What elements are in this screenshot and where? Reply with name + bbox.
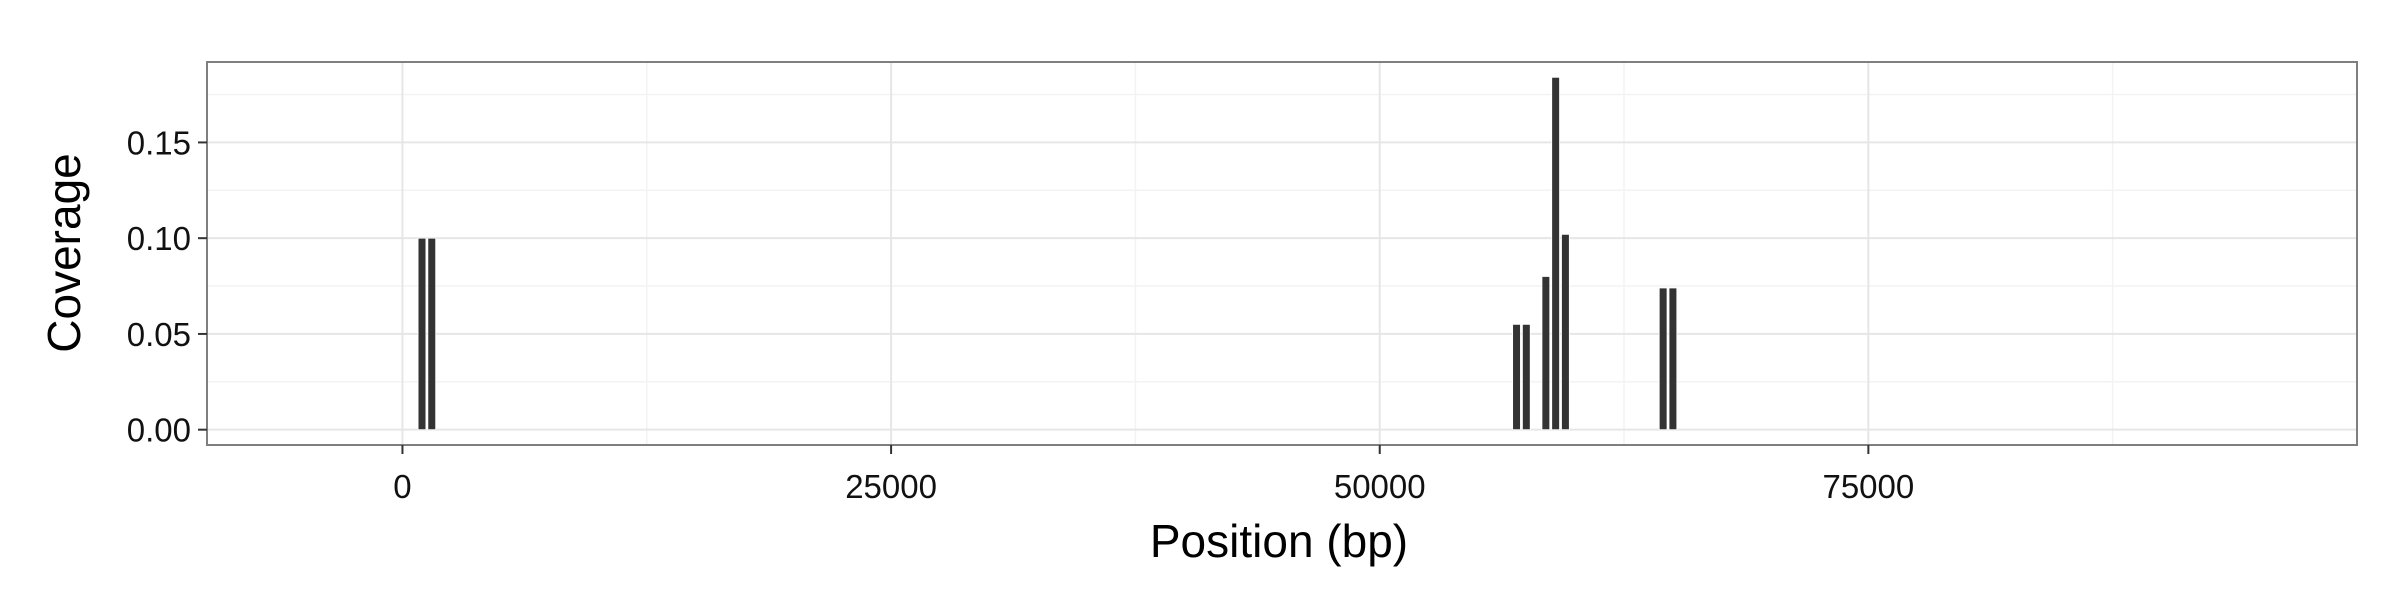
x-axis-title: Position (bp) <box>1150 515 1408 567</box>
x-tick-label: 75000 <box>1822 468 1914 505</box>
major-gridlines <box>207 62 2357 445</box>
x-axis-ticks: 0 25000 50000 75000 <box>393 445 1914 505</box>
panel-border <box>206 61 2358 446</box>
y-axis-title: Coverage <box>38 153 90 352</box>
y-axis-ticks: 0.00 0.05 0.10 0.15 <box>127 124 207 449</box>
coverage-bar <box>1522 323 1531 431</box>
coverage-bars <box>417 76 1678 431</box>
y-tick-label: 0.15 <box>127 124 191 161</box>
coverage-bar <box>1512 323 1521 431</box>
x-tick-label: 50000 <box>1334 468 1426 505</box>
coverage-bar <box>1668 287 1678 431</box>
coverage-bar <box>417 237 427 431</box>
coverage-bar <box>1541 276 1551 431</box>
minor-gridlines <box>207 62 2357 445</box>
coverage-bar <box>427 237 437 431</box>
x-tick-label: 25000 <box>845 468 937 505</box>
coverage-bar <box>1561 233 1570 431</box>
x-tick-label: 0 <box>393 468 411 505</box>
y-tick-label: 0.10 <box>127 220 191 257</box>
coverage-bar <box>1551 76 1560 431</box>
y-tick-label: 0.05 <box>127 316 191 353</box>
y-tick-label: 0.00 <box>127 412 191 449</box>
coverage-bar <box>1658 287 1668 431</box>
